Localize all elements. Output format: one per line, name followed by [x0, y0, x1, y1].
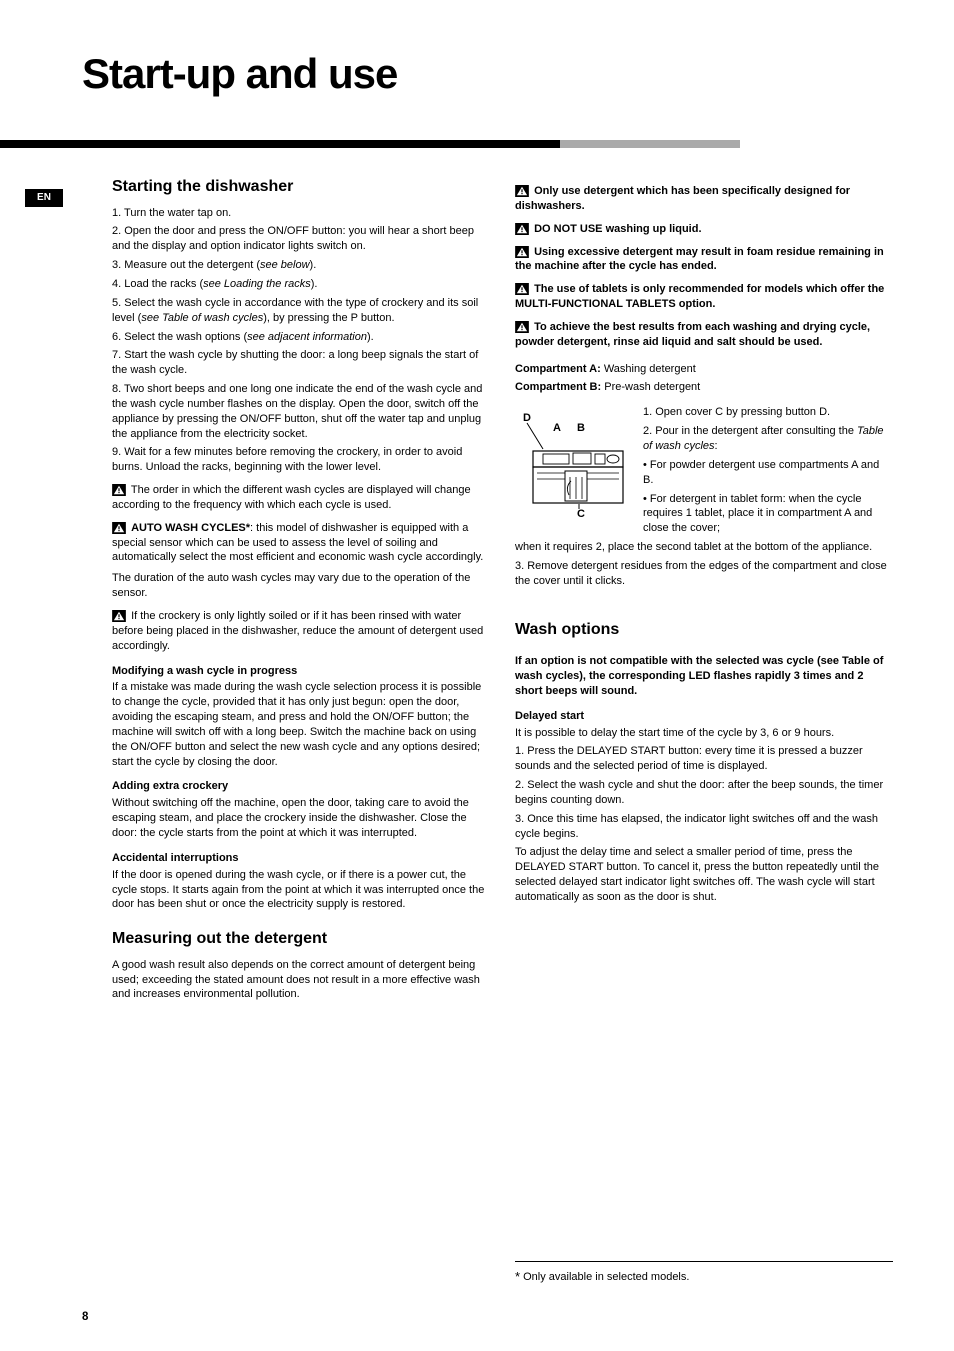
- language-tag: EN: [25, 189, 63, 207]
- warning-icon: [112, 522, 126, 534]
- warn-order: The order in which the different wash cy…: [112, 483, 489, 513]
- auto-p2: The duration of the auto wash cycles may…: [112, 571, 489, 601]
- footnote: * Only available in selected models.: [515, 1261, 893, 1286]
- diagram-label-b: B: [577, 422, 585, 434]
- det-tablet2: when it requires 2, place the second tab…: [515, 540, 892, 555]
- p-accidental: If the door is opened during the wash cy…: [112, 868, 489, 913]
- warning-icon: [112, 610, 126, 622]
- det-step3: 3. Remove detergent residues from the ed…: [515, 559, 892, 589]
- p-add: Without switching off the machine, open …: [112, 796, 489, 841]
- heading-starting: Starting the dishwasher: [112, 176, 489, 198]
- warning-icon: [515, 321, 529, 333]
- step-9: 9. Wait for a few minutes before removin…: [112, 445, 489, 475]
- p-measure: A good wash result also depends on the c…: [112, 958, 489, 1003]
- heading-wash-options: Wash options: [515, 619, 892, 641]
- diagram-label-a: A: [553, 422, 561, 434]
- step-2: 2. Open the door and press the ON/OFF bu…: [112, 224, 489, 254]
- p-modify: If a mistake was made during the wash cy…: [112, 680, 489, 769]
- comp-a: Compartment A: Washing detergent: [515, 362, 892, 377]
- warning-icon: [515, 283, 529, 295]
- delay-p2: 1. Press the DELAYED START button: every…: [515, 744, 892, 774]
- heading-add: Adding extra crockery: [112, 779, 489, 794]
- heading-modify: Modifying a wash cycle in progress: [112, 664, 489, 679]
- heading-delayed: Delayed start: [515, 709, 892, 724]
- delay-p4: 3. Once this time has elapsed, the indic…: [515, 812, 892, 842]
- warn-do-not-use: DO NOT USE washing up liquid.: [515, 222, 892, 237]
- content-area: Starting the dishwasher 1. Turn the wate…: [112, 176, 892, 1286]
- warn-best-results: To achieve the best results from each wa…: [515, 320, 892, 350]
- warning-icon: [515, 223, 529, 235]
- warn-excessive: Using excessive detergent may result in …: [515, 245, 892, 275]
- wash-options-note: If an option is not compatible with the …: [515, 654, 892, 699]
- delay-p1: It is possible to delay the start time o…: [515, 726, 892, 741]
- step-6: 6. Select the wash options (see adjacent…: [112, 330, 489, 345]
- warn-tablets: The use of tablets is only recommended f…: [515, 282, 892, 312]
- delay-p3: 2. Select the wash cycle and shut the do…: [515, 778, 892, 808]
- comp-b: Compartment B: Pre-wash detergent: [515, 380, 892, 395]
- heading-measure: Measuring out the detergent: [112, 928, 489, 950]
- warn-light: If the crockery is only lightly soiled o…: [112, 609, 489, 654]
- step-1: 1. Turn the water tap on.: [112, 206, 489, 221]
- header-bar-gray: [560, 140, 740, 148]
- header-bar-black: [0, 140, 560, 148]
- step-7: 7. Start the wash cycle by shutting the …: [112, 348, 489, 378]
- heading-accidental: Accidental interruptions: [112, 851, 489, 866]
- step-5: 5. Select the wash cycle in accordance w…: [112, 296, 489, 326]
- left-column: Starting the dishwasher 1. Turn the wate…: [112, 176, 489, 1286]
- step-3: 3. Measure out the detergent (see below)…: [112, 258, 489, 273]
- delay-p5: To adjust the delay time and select a sm…: [515, 845, 892, 904]
- detergent-compartment-diagram: D A B C: [515, 409, 635, 519]
- warning-icon: [515, 246, 529, 258]
- right-column: Only use detergent which has been specif…: [515, 176, 892, 1286]
- diagram-label-c: C: [577, 508, 585, 519]
- page-number: 8: [82, 1311, 88, 1323]
- detergent-section: D A B C 1. Open cover C by p: [515, 405, 892, 540]
- warn-auto: AUTO WASH CYCLES*: this model of dishwas…: [112, 521, 489, 566]
- warning-icon: [112, 484, 126, 496]
- page-title: Start-up and use: [0, 0, 954, 98]
- warn-detergent-only: Only use detergent which has been specif…: [515, 184, 892, 214]
- step-8: 8. Two short beeps and one long one indi…: [112, 382, 489, 441]
- warning-icon: [515, 185, 529, 197]
- step-4: 4. Load the racks (see Loading the racks…: [112, 277, 489, 292]
- diagram-label-d: D: [523, 412, 531, 424]
